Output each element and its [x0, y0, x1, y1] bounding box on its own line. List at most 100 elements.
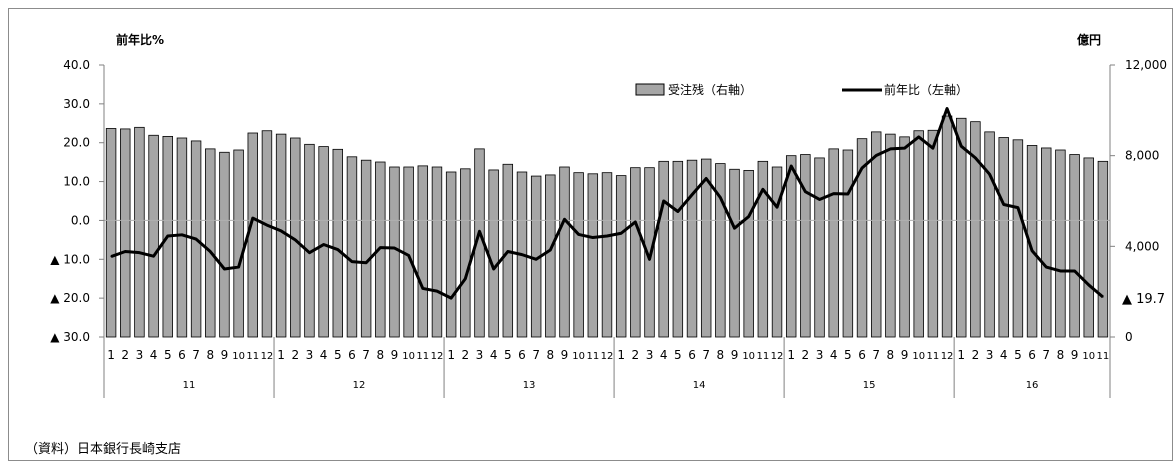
right-tick-label: 0 — [1125, 330, 1133, 344]
left-tick-label: ▲ 30.0 — [50, 330, 90, 344]
line-point — [507, 250, 509, 253]
month-label: 7 — [532, 348, 540, 362]
line-point — [408, 254, 410, 256]
right-axis-ticks: 12,000 8,000 4,000 0 — [1110, 58, 1167, 344]
bar — [261, 130, 273, 338]
month-label: 7 — [1042, 348, 1050, 362]
month-label: 1 — [447, 348, 455, 362]
line-point — [790, 165, 792, 167]
month-label: 9 — [561, 348, 569, 362]
month-label: 5 — [844, 348, 852, 362]
line-point — [663, 200, 665, 202]
bar — [233, 149, 244, 338]
line-point — [351, 261, 353, 263]
line-point — [294, 239, 296, 241]
line-point — [393, 247, 396, 249]
bar — [176, 137, 188, 338]
month-label: 3 — [306, 348, 314, 362]
month-label: 4 — [830, 348, 838, 362]
month-label: 4 — [150, 348, 158, 362]
bar — [885, 133, 896, 338]
line-point — [988, 173, 991, 175]
month-label: 2 — [121, 348, 129, 362]
bar — [431, 166, 443, 338]
month-label: 3 — [646, 348, 654, 362]
month-label: 11 — [1097, 351, 1110, 362]
line-point — [889, 148, 891, 150]
bar — [814, 157, 825, 338]
bar — [545, 174, 556, 338]
bar — [941, 115, 953, 338]
bar — [1069, 154, 1080, 338]
line-point — [918, 136, 920, 138]
month-label: 1 — [277, 348, 285, 362]
bar — [686, 159, 698, 338]
legend-line-label: 前年比（左軸） — [884, 82, 968, 97]
bar — [1055, 149, 1066, 338]
bar — [318, 146, 329, 338]
right-tick-label: 8,000 — [1125, 149, 1159, 163]
year-label: 16 — [1026, 380, 1039, 391]
month-label: 1 — [107, 348, 115, 362]
line-point — [110, 255, 112, 258]
line-point — [776, 206, 778, 208]
line-point — [493, 268, 495, 270]
month-label: 12 — [261, 351, 274, 362]
line-point — [1059, 270, 1062, 272]
bar — [672, 160, 684, 338]
bar — [615, 175, 627, 338]
line-point — [535, 258, 537, 260]
bar — [700, 158, 712, 338]
right-axis-title: 億円 — [1077, 32, 1101, 47]
month-label: 3 — [136, 348, 144, 362]
month-label: 5 — [334, 348, 342, 362]
line-point — [606, 235, 608, 237]
left-tick-label: 0.0 — [71, 213, 90, 227]
month-label: 11 — [756, 351, 769, 362]
line-point — [478, 230, 481, 232]
bar — [970, 121, 981, 338]
bar — [587, 173, 599, 338]
bar — [445, 171, 457, 338]
bar — [1041, 147, 1052, 338]
month-label: 2 — [461, 348, 469, 362]
line-point — [592, 236, 594, 239]
month-label: 5 — [1014, 348, 1022, 362]
line-point — [124, 250, 126, 253]
bar — [743, 169, 754, 338]
line-point — [1088, 284, 1090, 286]
month-label: 6 — [1028, 348, 1036, 362]
last-value-annotation: ▲ 19.7 — [1122, 292, 1165, 307]
line-point — [818, 198, 821, 201]
month-label: 9 — [731, 348, 739, 362]
line-point — [266, 224, 268, 226]
bar — [913, 130, 924, 338]
line-point — [875, 154, 877, 157]
month-label: 4 — [490, 348, 498, 362]
month-label: 1 — [787, 348, 795, 362]
month-label: 9 — [901, 348, 909, 362]
bar — [219, 151, 230, 338]
month-label: 4 — [320, 348, 328, 362]
line-point — [691, 194, 693, 196]
line-point — [1003, 203, 1005, 206]
line-point — [833, 193, 835, 195]
bar — [757, 160, 769, 338]
month-label: 4 — [1000, 348, 1008, 362]
month-label: 8 — [206, 348, 214, 362]
legend: 受注残（右軸） 前年比（左軸） — [635, 82, 968, 97]
year-label: 15 — [863, 380, 876, 391]
line-point — [946, 107, 948, 110]
line-point — [195, 238, 197, 240]
bar — [630, 167, 641, 338]
year-label: 14 — [693, 380, 706, 391]
bar — [389, 166, 400, 338]
bar — [658, 160, 669, 338]
left-tick-label: 10.0 — [63, 175, 90, 189]
line-point — [563, 218, 566, 220]
line-point — [280, 230, 282, 232]
line-series — [110, 107, 1104, 300]
legend-bar-swatch — [635, 83, 665, 96]
left-tick-label: 20.0 — [63, 136, 90, 150]
